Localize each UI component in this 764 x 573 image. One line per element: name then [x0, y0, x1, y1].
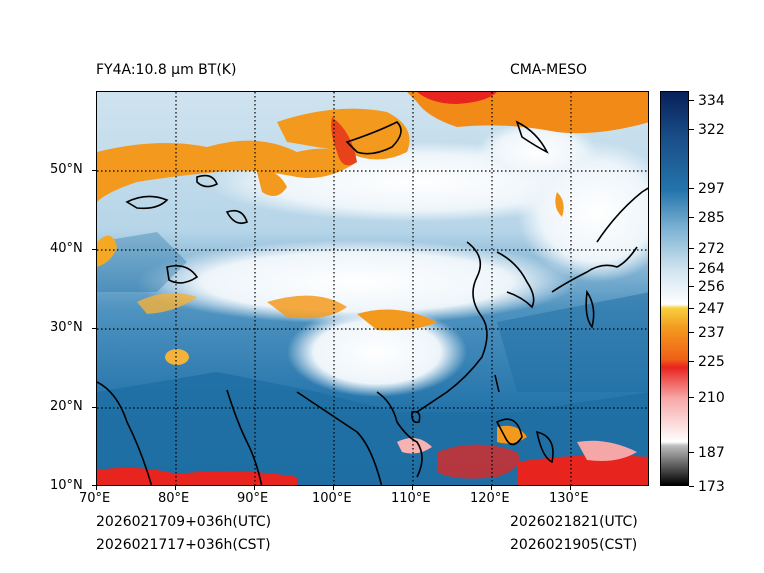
y-tick-label: 50°N [50, 162, 83, 177]
colorbar-label: 322 [698, 122, 725, 138]
colorbar-tick [689, 248, 694, 249]
y-tick-label: 20°N [50, 399, 83, 414]
y-tick-mark [92, 170, 96, 171]
y-tick-label: 30°N [50, 320, 83, 335]
colorbar-label: 225 [698, 354, 725, 370]
satellite-map [96, 91, 649, 486]
x-tick-mark [570, 486, 571, 490]
model-title: CMA-MESO [510, 62, 588, 78]
valid-time-utc: 2026021821(UTC) [510, 514, 638, 530]
colorbar-label: 272 [698, 241, 725, 257]
colorbar-label: 237 [698, 325, 725, 341]
y-tick-mark [92, 485, 96, 486]
x-tick-label: 120°E [470, 491, 510, 506]
x-tick-label: 80°E [158, 491, 190, 506]
product-title: FY4A:10.8 µm BT(K) [96, 62, 237, 78]
colorbar-label: 187 [698, 445, 725, 461]
colorbar-tick [689, 361, 694, 362]
colorbar-label: 334 [698, 93, 725, 109]
y-tick-mark [92, 407, 96, 408]
colorbar-gradient [661, 92, 688, 485]
colorbar-tick [689, 268, 694, 269]
map-svg [97, 92, 648, 485]
valid-time-cst: 2026021905(CST) [510, 537, 638, 553]
init-time-cst: 2026021717+036h(CST) [96, 537, 271, 553]
colorbar-tick [689, 100, 694, 101]
colorbar-tick [689, 486, 694, 487]
colorbar-label: 264 [698, 261, 725, 277]
x-tick-label: 130°E [549, 491, 589, 506]
colorbar-tick [689, 452, 694, 453]
graticule [97, 92, 648, 485]
cold-cloud-orange [97, 92, 648, 365]
x-tick-mark [96, 486, 97, 490]
colorbar-label: 173 [698, 479, 725, 495]
x-tick-mark [333, 486, 334, 490]
x-tick-label: 110°E [391, 491, 431, 506]
y-tick-mark [92, 249, 96, 250]
colorbar-label: 285 [698, 210, 725, 226]
x-tick-label: 90°E [237, 491, 269, 506]
colorbar-tick [689, 129, 694, 130]
y-tick-label: 40°N [50, 241, 83, 256]
x-tick-mark [491, 486, 492, 490]
colorbar [660, 91, 689, 486]
x-tick-label: 100°E [312, 491, 352, 506]
colorbar-tick [689, 188, 694, 189]
x-tick-mark [175, 486, 176, 490]
colorbar-tick [689, 332, 694, 333]
x-tick-mark [254, 486, 255, 490]
colorbar-tick [689, 308, 694, 309]
colorbar-label: 247 [698, 301, 725, 317]
colorbar-tick [689, 286, 694, 287]
x-tick-label: 70°E [79, 491, 111, 506]
colorbar-tick [689, 217, 694, 218]
colorbar-label: 256 [698, 279, 725, 295]
colorbar-label: 210 [698, 390, 725, 406]
coastlines [97, 120, 648, 485]
y-tick-mark [92, 328, 96, 329]
init-time-utc: 2026021709+036h(UTC) [96, 514, 272, 530]
colorbar-tick [689, 397, 694, 398]
colorbar-label: 297 [698, 181, 725, 197]
x-tick-mark [412, 486, 413, 490]
y-tick-label: 10°N [50, 478, 83, 493]
